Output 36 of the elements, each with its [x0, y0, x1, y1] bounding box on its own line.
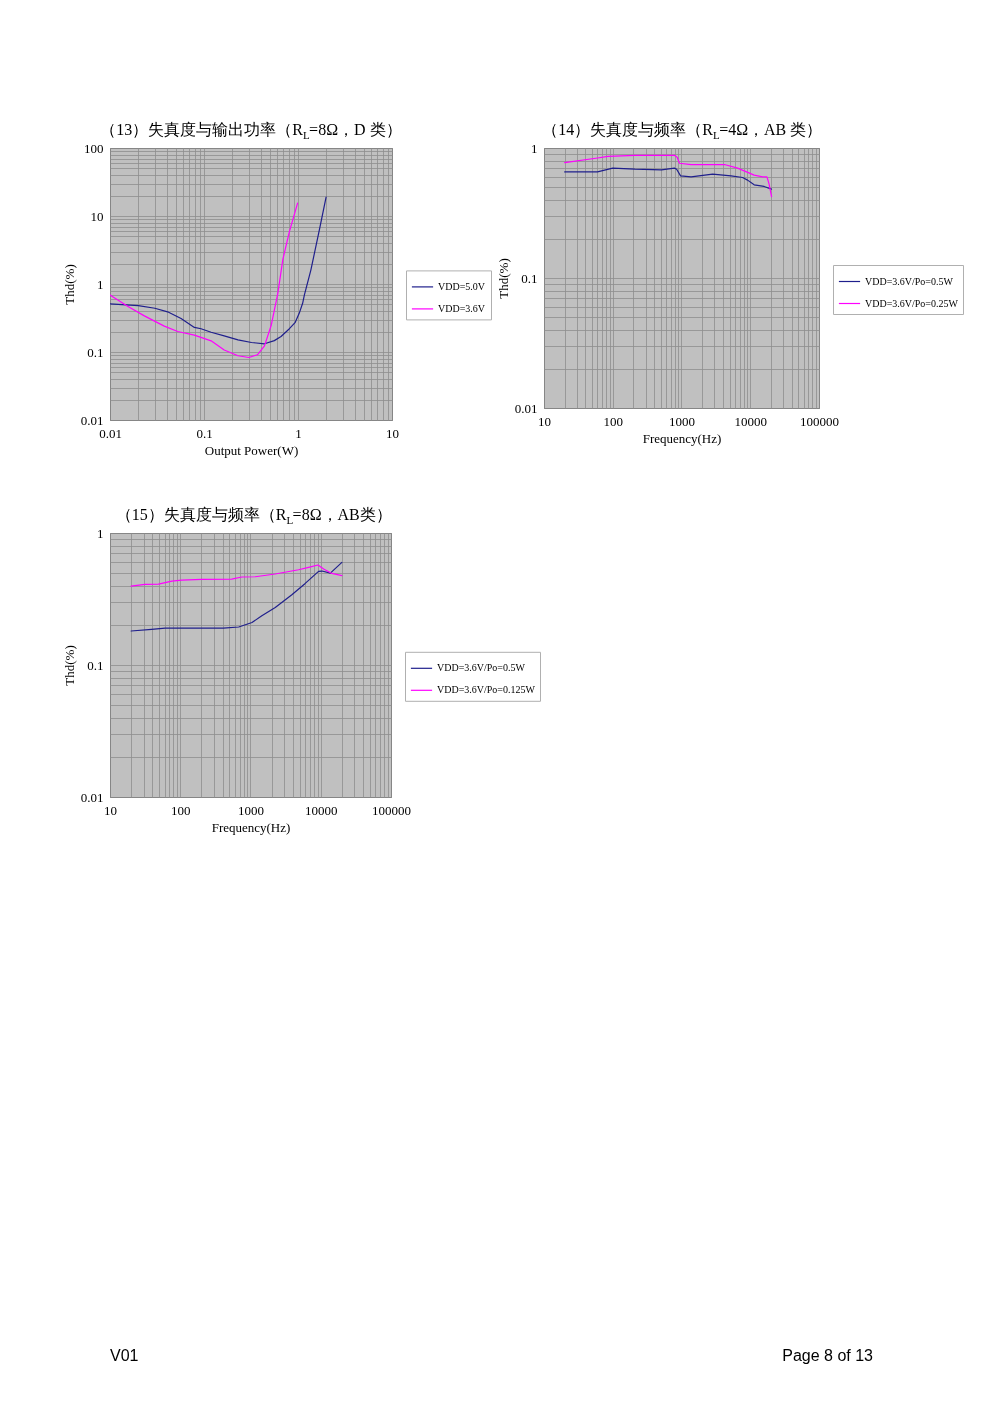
x-tick-label: 100000 — [800, 413, 839, 429]
text: V01 — [110, 1347, 139, 1364]
y-tick-label: 0.1 — [87, 657, 104, 673]
text: Page 8 of 13 — [782, 1347, 874, 1364]
y-tick-label: 0.1 — [87, 344, 104, 360]
y-tick-label: 0.01 — [80, 789, 104, 805]
x-tick-label: 10000 — [305, 802, 338, 818]
legend-label: VDD=3.6V/Po=0.125W — [437, 684, 536, 696]
y-axis-title: Thd(%) — [61, 264, 77, 305]
x-axis-title: Frequency(Hz) — [211, 819, 291, 835]
legend-label: VDD=3.6V — [438, 302, 486, 314]
y-tick-label: 10 — [90, 208, 104, 224]
legend-label: VDD=3.6V/Po=0.5W — [437, 662, 526, 674]
legend-label: VDD=5.0V — [438, 280, 486, 292]
y-tick-label: 100 — [84, 140, 104, 156]
x-tick-label: 10000 — [734, 413, 767, 429]
x-tick-label: 10 — [538, 413, 551, 429]
x-tick-label: 100000 — [372, 802, 411, 818]
legend-label: VDD=3.6V/Po=0.25W — [865, 297, 959, 309]
legend-label: VDD=3.6V/Po=0.5W — [865, 275, 954, 287]
x-tick-label: 100 — [171, 802, 191, 818]
y-tick-label: 1 — [97, 525, 104, 541]
y-axis-title: Thd(%) — [495, 258, 511, 299]
y-tick-label: 1 — [531, 140, 538, 156]
y-tick-label: 0.1 — [521, 270, 538, 286]
x-tick-label: 10 — [386, 425, 399, 441]
y-tick-label: 1 — [97, 276, 104, 292]
x-tick-label: 1 — [295, 425, 302, 441]
y-tick-label: 0.01 — [514, 400, 538, 416]
x-axis-title: Frequency(Hz) — [642, 430, 722, 446]
x-tick-label: 0.1 — [196, 425, 213, 441]
x-axis-title: Output Power(W) — [204, 442, 299, 458]
x-tick-label: 1000 — [669, 413, 695, 429]
x-tick-label: 1000 — [238, 802, 264, 818]
x-tick-label: 100 — [603, 413, 623, 429]
y-axis-title: Thd(%) — [61, 645, 77, 686]
